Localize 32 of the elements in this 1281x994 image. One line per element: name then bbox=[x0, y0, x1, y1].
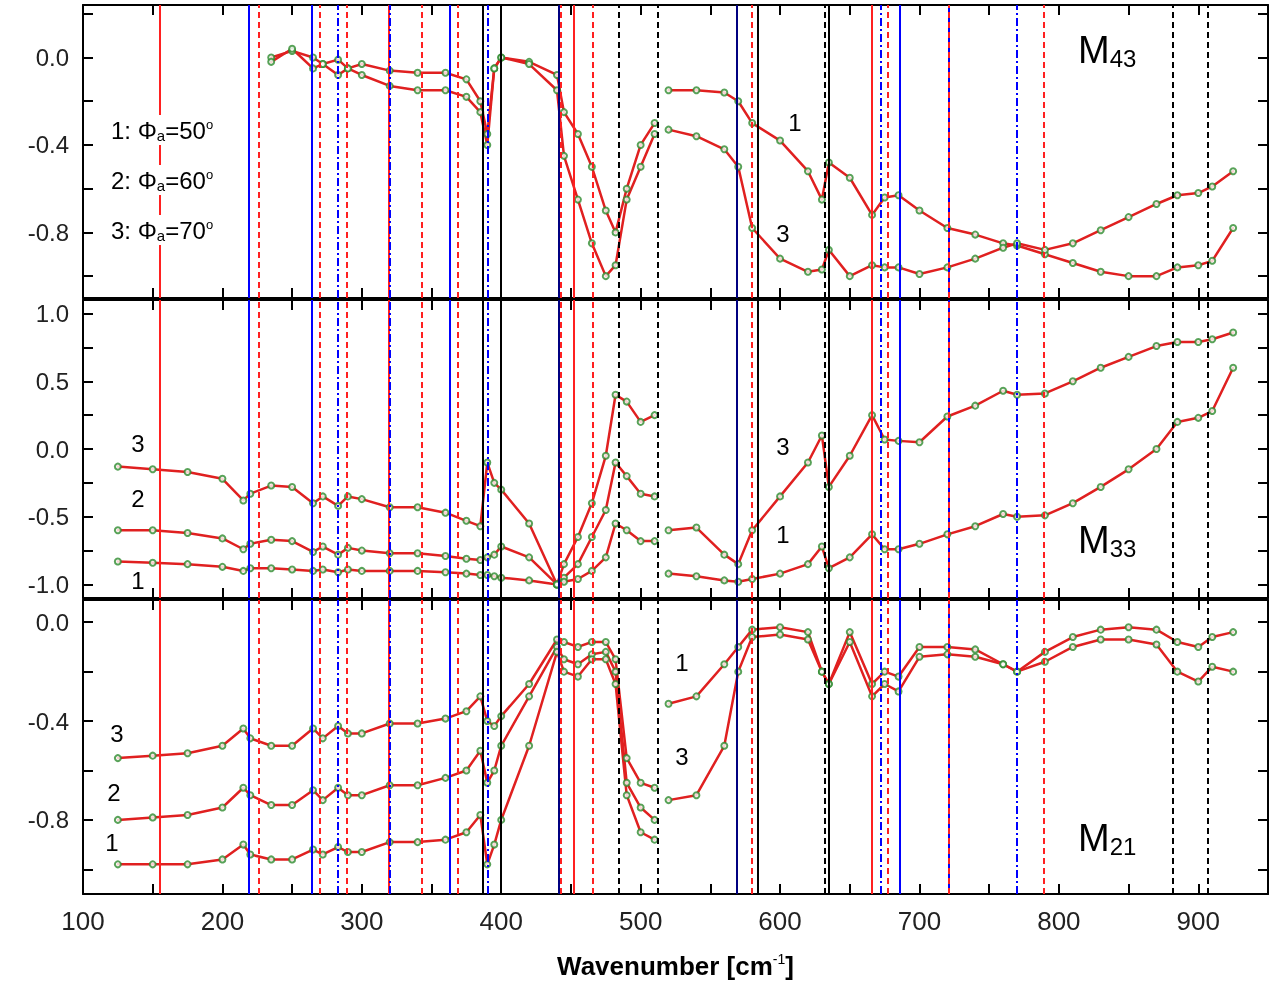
y-tick-label: 0.5 bbox=[35, 367, 69, 395]
annotation: 2 bbox=[107, 778, 121, 806]
annotation: 3 bbox=[776, 432, 790, 460]
x-tick-label: 500 bbox=[618, 906, 663, 936]
y-tick-label: -0.4 bbox=[27, 131, 69, 159]
annotation: 2 bbox=[131, 484, 145, 512]
y-tick-label: -0.8 bbox=[27, 806, 69, 834]
x-tick-label: 800 bbox=[1037, 906, 1081, 936]
annotation: 3 bbox=[776, 219, 790, 247]
annotation: 1 bbox=[131, 566, 145, 594]
y-tick-label: -0.5 bbox=[27, 503, 69, 531]
x-tick-label: 200 bbox=[200, 906, 245, 936]
x-tick-label: 700 bbox=[897, 906, 942, 936]
x-tick-label: 100 bbox=[61, 906, 105, 936]
y-tick-label: -0.4 bbox=[27, 707, 69, 735]
annotation: 1 bbox=[776, 520, 790, 548]
y-tick-label: -1.0 bbox=[27, 570, 69, 598]
annotation: 3 bbox=[675, 742, 689, 770]
annotation: 3 bbox=[110, 719, 124, 747]
y-tick-label: -0.8 bbox=[27, 218, 69, 246]
x-tick-label: 400 bbox=[479, 906, 523, 936]
y-tick-label: 1.0 bbox=[35, 300, 69, 328]
annotation: 1 bbox=[105, 828, 119, 856]
y-tick-label: 0.0 bbox=[35, 435, 69, 463]
annotation: 1 bbox=[788, 108, 802, 136]
x-tick-label: 300 bbox=[340, 906, 384, 936]
y-tick-label: 0.0 bbox=[35, 608, 69, 636]
y-tick-label: 0.0 bbox=[35, 43, 69, 71]
annotation: 3 bbox=[131, 429, 145, 457]
x-tick-label: 900 bbox=[1176, 906, 1220, 936]
annotation: 1 bbox=[675, 648, 689, 676]
x-tick-label: 600 bbox=[758, 906, 802, 936]
